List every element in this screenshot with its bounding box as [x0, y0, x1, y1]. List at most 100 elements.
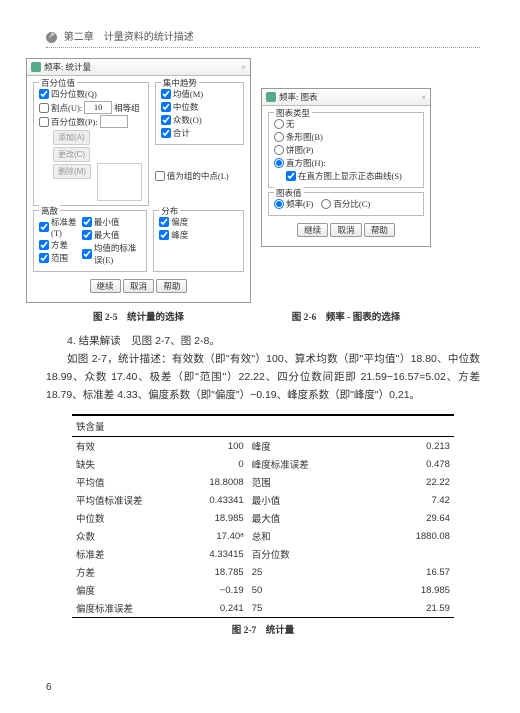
bar-radio[interactable]: 条形图(B) [274, 131, 418, 143]
sum-checkbox[interactable]: 合计 [161, 127, 238, 139]
table-cell: 50 [248, 581, 355, 599]
stats-table: 铁含量 有效100峰度0.213缺失0峰度标准误差0.478平均值18.8008… [72, 414, 454, 618]
none-radio[interactable]: 无 [274, 118, 418, 130]
table-cell: 29.64 [355, 509, 454, 527]
table-cell: 偏度标准误差 [72, 599, 179, 618]
table-cell: 0.213 [355, 437, 454, 456]
std-checkbox[interactable]: 标准差(T) [39, 216, 78, 238]
stats-dialog: 频率: 统计量 × 百分位值 四分位数(Q) 割点(U): 10 相等组 百分位… [26, 58, 251, 303]
cutpoints-checkbox[interactable]: 割点(U): 10 相等组 [39, 101, 143, 114]
sem-checkbox[interactable]: 均值的标准误(E) [82, 242, 141, 266]
table-cell: 22.22 [355, 473, 454, 491]
table-cell [355, 545, 454, 563]
figure-caption: 图 2-5 统计量的选择 [26, 309, 251, 323]
table-cell: 4.33415 [179, 545, 248, 563]
kurt-checkbox[interactable]: 峰度 [159, 229, 238, 241]
pie-radio[interactable]: 饼图(P) [274, 144, 418, 156]
table-cell: 25 [248, 563, 355, 581]
table-cell: 18.785 [179, 563, 248, 581]
table-cell: 0.43341 [179, 491, 248, 509]
dialog-titlebar: 频率: 统计量 × [27, 59, 250, 76]
hist-radio[interactable]: 直方图(H): [274, 157, 418, 169]
cancel-button[interactable]: 取消 [123, 279, 154, 293]
quartile-checkbox[interactable]: 四分位数(Q) [39, 88, 143, 100]
table-cell: 总和 [248, 527, 355, 545]
table-cell: 1880.08 [355, 527, 454, 545]
range-checkbox[interactable]: 范围 [39, 252, 78, 264]
help-button[interactable]: 帮助 [364, 223, 395, 237]
table-title: 铁含量 [72, 415, 454, 437]
median-checkbox[interactable]: 中位数 [161, 101, 238, 113]
central-group: 集中趋势 均值(M) 中位数 众数(O) 合计 [155, 82, 244, 145]
table-cell: 最小值 [248, 491, 355, 509]
cutpoints-input[interactable]: 10 [84, 101, 112, 114]
table-cell: 7.42 [355, 491, 454, 509]
table-cell: 16.57 [355, 563, 454, 581]
var-checkbox[interactable]: 方差 [39, 239, 78, 251]
normal-checkbox[interactable]: 在直方图上显示正态曲线(S) [286, 170, 418, 182]
dialog-title: 频率: 图表 [279, 91, 318, 103]
table-cell: −0.19 [179, 581, 248, 599]
table-cell: 方差 [72, 563, 179, 581]
chapter-header: 第二章 计量资料的统计描述 [46, 28, 480, 43]
midpoint-checkbox[interactable]: 值为组的中点(L) [155, 170, 244, 182]
table-cell: 峰度标准误差 [248, 455, 355, 473]
continue-button[interactable]: 继续 [297, 223, 328, 237]
min-checkbox[interactable]: 最小值 [82, 216, 141, 228]
cancel-button[interactable]: 取消 [330, 223, 361, 237]
table-cell: 17.40ᵃ [179, 527, 248, 545]
close-icon[interactable]: × [421, 92, 426, 102]
table-caption: 图 2-7 统计量 [46, 622, 480, 636]
chart-dialog: 频率: 图表 × 图表类型 无 条形图(B) 饼图(P) 直方图(H): 在直方… [261, 88, 431, 247]
add-button: 添加(A) [53, 130, 90, 145]
close-icon[interactable]: × [241, 62, 246, 72]
chapter-title: 第二章 计量资料的统计描述 [64, 32, 194, 43]
table-cell: 有效 [72, 437, 179, 456]
mode-checkbox[interactable]: 众数(O) [161, 114, 238, 126]
table-cell: 缺失 [72, 455, 179, 473]
app-icon [31, 62, 41, 72]
percentile-checkbox[interactable]: 百分位数(P): [39, 115, 143, 128]
table-cell: 18.8008 [179, 473, 248, 491]
delete-button: 删除(M) [53, 164, 91, 179]
listbox [97, 163, 142, 201]
table-cell: 平均值标准误差 [72, 491, 179, 509]
freq-radio[interactable]: 频率(F) [274, 198, 313, 210]
help-button[interactable]: 帮助 [156, 279, 187, 293]
table-cell: 中位数 [72, 509, 179, 527]
page-number: 6 [46, 682, 52, 693]
divider [46, 47, 480, 48]
table-cell: 偏度 [72, 581, 179, 599]
table-cell: 0.478 [355, 455, 454, 473]
mean-checkbox[interactable]: 均值(M) [161, 88, 238, 100]
table-cell: 范围 [248, 473, 355, 491]
table-cell: 18.985 [355, 581, 454, 599]
distribution-group: 分布 偏度 峰度 [153, 210, 244, 272]
compass-icon [46, 32, 57, 43]
dispersion-group: 离散 标准差(T) 方差 范围 最小值 最大值 均值的标准误(E) [33, 210, 147, 272]
dialog-titlebar: 频率: 图表 × [262, 89, 430, 106]
table-cell: 百分位数 [248, 545, 355, 563]
table-cell: 标准差 [72, 545, 179, 563]
max-checkbox[interactable]: 最大值 [82, 229, 141, 241]
continue-button[interactable]: 继续 [90, 279, 121, 293]
charttype-group: 图表类型 无 条形图(B) 饼图(P) 直方图(H): 在直方图上显示正态曲线(… [268, 112, 424, 188]
table-cell: 最大值 [248, 509, 355, 527]
pct-radio[interactable]: 百分比(C) [321, 198, 370, 210]
skew-checkbox[interactable]: 偏度 [159, 216, 238, 228]
table-cell: 峰度 [248, 437, 355, 456]
table-cell: 0.241 [179, 599, 248, 618]
table-cell: 100 [179, 437, 248, 456]
body-text: 4. 结果解读 见图 2-7、图 2-8。 如图 2-7，统计描述：有效数（即"… [46, 333, 480, 404]
percentile-group: 百分位值 四分位数(Q) 割点(U): 10 相等组 百分位数(P): 添加(A… [33, 82, 149, 206]
table-cell: 众数 [72, 527, 179, 545]
table-cell: 75 [248, 599, 355, 618]
table-cell: 21.59 [355, 599, 454, 618]
table-cell: 18.985 [179, 509, 248, 527]
dialog-title: 频率: 统计量 [44, 61, 91, 73]
app-icon [266, 92, 276, 102]
table-cell: 平均值 [72, 473, 179, 491]
chartvalue-group: 图表值 频率(F) 百分比(C) [268, 192, 424, 216]
change-button: 更改(C) [53, 147, 90, 162]
figure-caption: 图 2-6 频率 - 图表的选择 [261, 309, 431, 323]
